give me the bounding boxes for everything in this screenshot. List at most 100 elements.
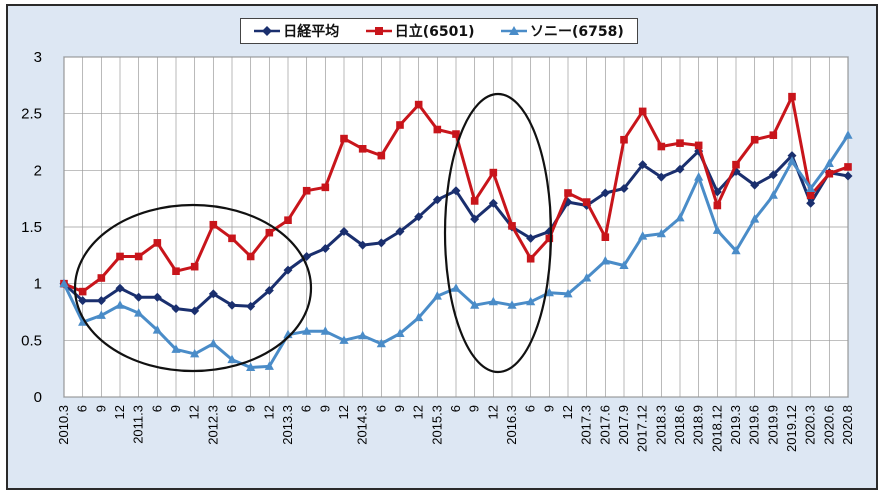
x-tick-label: 2012.3 bbox=[205, 405, 220, 445]
data-point-hitachi bbox=[246, 252, 255, 261]
data-point-hitachi bbox=[433, 125, 442, 134]
x-tick-label: 12 bbox=[261, 405, 276, 419]
data-point-nikkei bbox=[395, 227, 405, 237]
data-point-sony bbox=[619, 260, 629, 270]
data-point-hitachi bbox=[134, 252, 143, 261]
data-point-sony bbox=[787, 156, 797, 165]
data-point-sony bbox=[731, 245, 741, 255]
data-point-nikkei bbox=[96, 296, 106, 306]
data-point-hitachi bbox=[452, 130, 460, 138]
data-point-sony bbox=[600, 256, 610, 265]
legend-label-nikkei: 日経平均 bbox=[283, 24, 340, 40]
legend-square-marker bbox=[365, 27, 392, 35]
x-tick-label: 9 bbox=[168, 405, 183, 412]
data-point-nikkei bbox=[283, 265, 293, 275]
y-tick-label: 2 bbox=[34, 162, 42, 179]
data-point-sony bbox=[582, 273, 592, 282]
x-tick-label: 2014.3 bbox=[355, 405, 370, 445]
data-point-nikkei bbox=[358, 240, 368, 250]
data-point-sony bbox=[470, 300, 480, 309]
x-tick-label: 2016.3 bbox=[504, 405, 519, 445]
data-point-sony bbox=[843, 130, 853, 139]
legend-triangle-marker bbox=[500, 26, 527, 35]
y-tick-label: 0 bbox=[34, 389, 42, 406]
legend: 日経平均 日立(6501) ソニー(6758) bbox=[240, 18, 638, 44]
x-tick-label: 12 bbox=[485, 405, 500, 419]
x-tick-label: 12 bbox=[411, 405, 426, 419]
data-point-sony bbox=[768, 190, 778, 199]
data-point-hitachi bbox=[638, 107, 647, 116]
data-point-hitachi bbox=[582, 198, 591, 206]
data-point-sony bbox=[115, 300, 125, 309]
x-tick-label: 2011.3 bbox=[131, 405, 146, 444]
data-point-sony bbox=[507, 300, 517, 309]
x-tick-label: 2020.3 bbox=[803, 405, 818, 445]
y-tick-label: 3 bbox=[34, 49, 42, 66]
data-point-nikkei bbox=[414, 212, 424, 222]
data-point-hitachi bbox=[153, 239, 162, 247]
data-point-hitachi bbox=[489, 168, 498, 177]
x-tick-label: 6 bbox=[299, 405, 314, 412]
x-tick-label: 2020.8 bbox=[840, 405, 855, 445]
x-tick-label: 2018.12 bbox=[709, 405, 724, 452]
x-tick-label: 2019.6 bbox=[747, 405, 762, 445]
x-tick-label: 2010.3 bbox=[56, 405, 71, 445]
data-point-hitachi bbox=[209, 220, 218, 229]
data-point-hitachi bbox=[172, 267, 180, 275]
data-point-sony bbox=[96, 310, 106, 319]
data-point-sony bbox=[824, 158, 834, 168]
data-point-nikkei bbox=[246, 301, 256, 311]
x-tick-label: 6 bbox=[523, 405, 538, 412]
x-tick-label: 2018.9 bbox=[691, 405, 706, 445]
x-tick-label: 12 bbox=[187, 405, 202, 419]
data-point-hitachi bbox=[564, 189, 572, 197]
data-point-sony bbox=[358, 330, 368, 340]
data-point-sony bbox=[563, 288, 573, 298]
data-point-hitachi bbox=[676, 139, 684, 147]
data-point-nikkei bbox=[451, 186, 461, 196]
data-point-sony bbox=[656, 228, 666, 238]
x-tick-label: 9 bbox=[317, 405, 332, 412]
data-point-nikkei bbox=[115, 283, 125, 293]
data-point-sony bbox=[638, 231, 648, 240]
data-point-nikkei bbox=[843, 171, 853, 181]
x-tick-label: 9 bbox=[467, 405, 482, 412]
x-tick-label: 2020.6 bbox=[821, 405, 836, 445]
data-point-hitachi bbox=[750, 135, 759, 144]
legend-item-nikkei: 日経平均 bbox=[254, 21, 339, 41]
data-point-sony bbox=[190, 348, 200, 358]
data-point-nikkei bbox=[768, 170, 778, 180]
legend-label-sony: ソニー(6758) bbox=[529, 24, 624, 40]
y-tick-label: 2.5 bbox=[21, 106, 42, 123]
x-tick-label: 6 bbox=[75, 405, 90, 412]
data-point-hitachi bbox=[228, 234, 236, 243]
legend-item-sony: ソニー(6758) bbox=[500, 21, 624, 41]
data-point-nikkei bbox=[339, 227, 349, 237]
data-point-nikkei bbox=[806, 198, 816, 208]
data-point-hitachi bbox=[601, 233, 610, 241]
data-point-sony bbox=[320, 326, 330, 335]
data-point-nikkei bbox=[208, 289, 218, 299]
x-tick-label: 2019.12 bbox=[784, 405, 799, 452]
y-tick-label: 0.5 bbox=[21, 332, 42, 349]
data-point-hitachi bbox=[358, 145, 367, 153]
x-tick-label: 2017.9 bbox=[616, 405, 631, 445]
highlight-ellipse-left bbox=[73, 203, 313, 373]
x-tick-label: 6 bbox=[224, 405, 239, 412]
data-point-sony bbox=[134, 308, 144, 317]
data-point-hitachi bbox=[508, 222, 516, 230]
x-tick-label: 6 bbox=[373, 405, 388, 412]
data-point-sony bbox=[171, 344, 181, 353]
data-point-hitachi bbox=[396, 121, 404, 129]
x-tick-label: 2017.6 bbox=[597, 405, 612, 445]
data-point-hitachi bbox=[694, 141, 703, 150]
x-tick-label: 2017.3 bbox=[579, 405, 594, 445]
x-tick-label: 12 bbox=[336, 405, 351, 419]
data-point-hitachi bbox=[321, 183, 330, 192]
x-tick-label: 2017.12 bbox=[635, 405, 650, 452]
data-point-hitachi bbox=[732, 160, 740, 169]
x-tick-label: 2015.3 bbox=[429, 405, 444, 445]
data-point-sony bbox=[451, 283, 461, 292]
data-point-sony bbox=[152, 325, 162, 334]
